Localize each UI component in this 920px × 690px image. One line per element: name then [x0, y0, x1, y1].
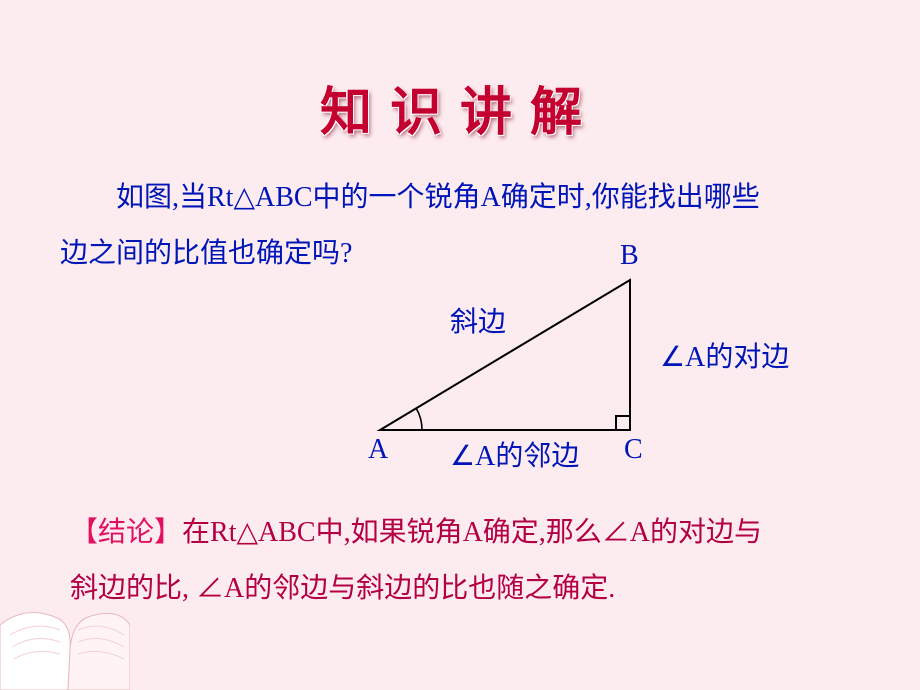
vertex-c-label: C: [624, 434, 643, 466]
conclusion-tag: 【结论】: [70, 517, 182, 548]
triangle-figure: B A C 斜边 ∠A的对边 ∠A的邻边: [320, 250, 840, 470]
adjacent-side-label: ∠A的邻边: [450, 434, 579, 474]
opposite-side-label: ∠A的对边: [660, 335, 789, 375]
vertex-a-label: A: [368, 434, 388, 466]
angle-a-arc: [416, 408, 422, 430]
question-line2: 边之间的比值也确定吗?: [60, 238, 352, 269]
slide-title: 知识讲解: [320, 70, 600, 145]
right-angle-marker: [616, 416, 630, 430]
vertex-b-label: B: [620, 240, 639, 272]
conclusion-line2: 斜边的比, ∠A的邻边与斜边的比也随之确定.: [70, 573, 615, 604]
conclusion-line1: 在Rt△ABC中,如果锐角A确定,那么∠A的对边与: [182, 517, 762, 548]
hypotenuse-label: 斜边: [450, 300, 506, 340]
conclusion-text: 【结论】在Rt△ABC中,如果锐角A确定,那么∠A的对边与 斜边的比, ∠A的邻…: [70, 505, 860, 617]
question-line1: 如图,当Rt△ABC中的一个锐角A确定时,你能找出哪些: [116, 182, 760, 213]
